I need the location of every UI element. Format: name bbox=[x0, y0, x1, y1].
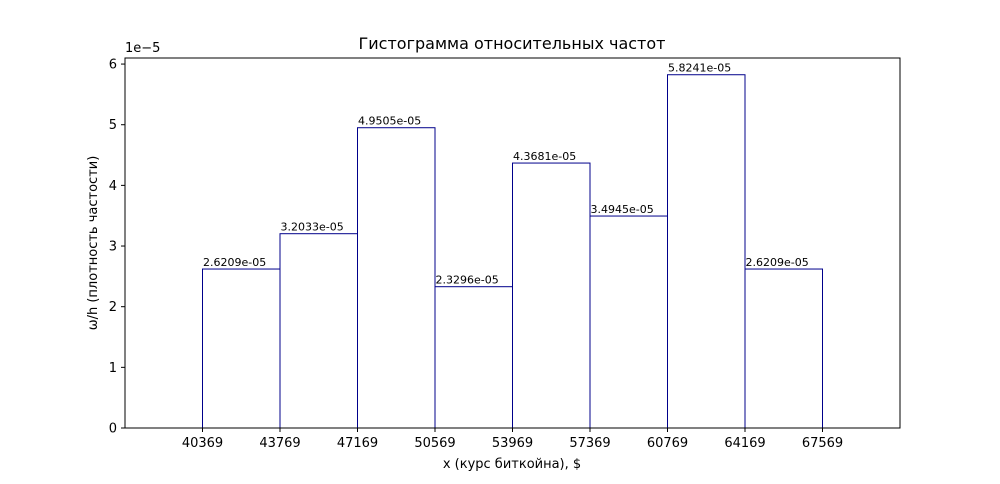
bar-value-label: 3.4945e-05 bbox=[591, 203, 654, 216]
x-tick-label: 47169 bbox=[337, 436, 378, 451]
bar-labels-layer: 2.6209e-05 3.2033e-05 4.9505e-05 2.3296e-05… bbox=[203, 62, 809, 287]
bar-value-label: 3.2033e-05 bbox=[281, 221, 344, 234]
y-tick-label: 4 bbox=[109, 179, 117, 194]
x-tick-label: 40369 bbox=[182, 436, 223, 451]
y-tick-label: 2 bbox=[109, 300, 117, 315]
bars-layer bbox=[202, 74, 823, 429]
y-tick-label: 0 bbox=[109, 422, 117, 437]
bar-value-label: 2.3296e-05 bbox=[436, 274, 499, 287]
y-ticks-layer: 0 1 2 3 4 5 6 bbox=[109, 58, 125, 437]
bar-value-label: 2.6209e-05 bbox=[203, 256, 266, 269]
bar-value-label: 2.6209e-05 bbox=[746, 256, 809, 269]
y-tick-label: 5 bbox=[109, 118, 117, 133]
x-tick-label: 53969 bbox=[492, 436, 533, 451]
bar-value-label: 4.9505e-05 bbox=[358, 115, 421, 128]
y-axis-label: ω/h (плотность частости) bbox=[86, 156, 101, 331]
histogram-bar bbox=[589, 215, 668, 429]
x-ticks-layer: 40369 43769 47169 50569 53969 57369 60769 64169… bbox=[182, 428, 843, 451]
bar-value-label: 5.8241e-05 bbox=[668, 62, 731, 75]
y-offset-label: 1e−5 bbox=[125, 41, 160, 56]
histogram-bar bbox=[434, 286, 513, 429]
y-tick-label: 3 bbox=[109, 240, 117, 255]
x-axis-label: x (курс биткойна), $ bbox=[443, 457, 581, 472]
x-tick-label: 50569 bbox=[414, 436, 455, 451]
histogram-bar bbox=[512, 162, 591, 429]
bar-value-label: 4.3681e-05 bbox=[513, 150, 576, 163]
histogram-bar bbox=[744, 268, 823, 429]
x-tick-label: 57369 bbox=[569, 436, 610, 451]
histogram-bar bbox=[357, 127, 436, 429]
x-tick-label: 67569 bbox=[802, 436, 843, 451]
x-tick-label: 60769 bbox=[647, 436, 688, 451]
x-tick-label: 64169 bbox=[724, 436, 765, 451]
y-tick-label: 6 bbox=[109, 58, 117, 73]
histogram-bar bbox=[667, 74, 746, 429]
x-tick-label: 43769 bbox=[259, 436, 300, 451]
histogram-bar bbox=[202, 268, 281, 429]
y-tick-label: 1 bbox=[109, 361, 117, 376]
chart-title: Гистограмма относительных частот bbox=[359, 34, 666, 53]
histogram-bar bbox=[279, 233, 358, 429]
